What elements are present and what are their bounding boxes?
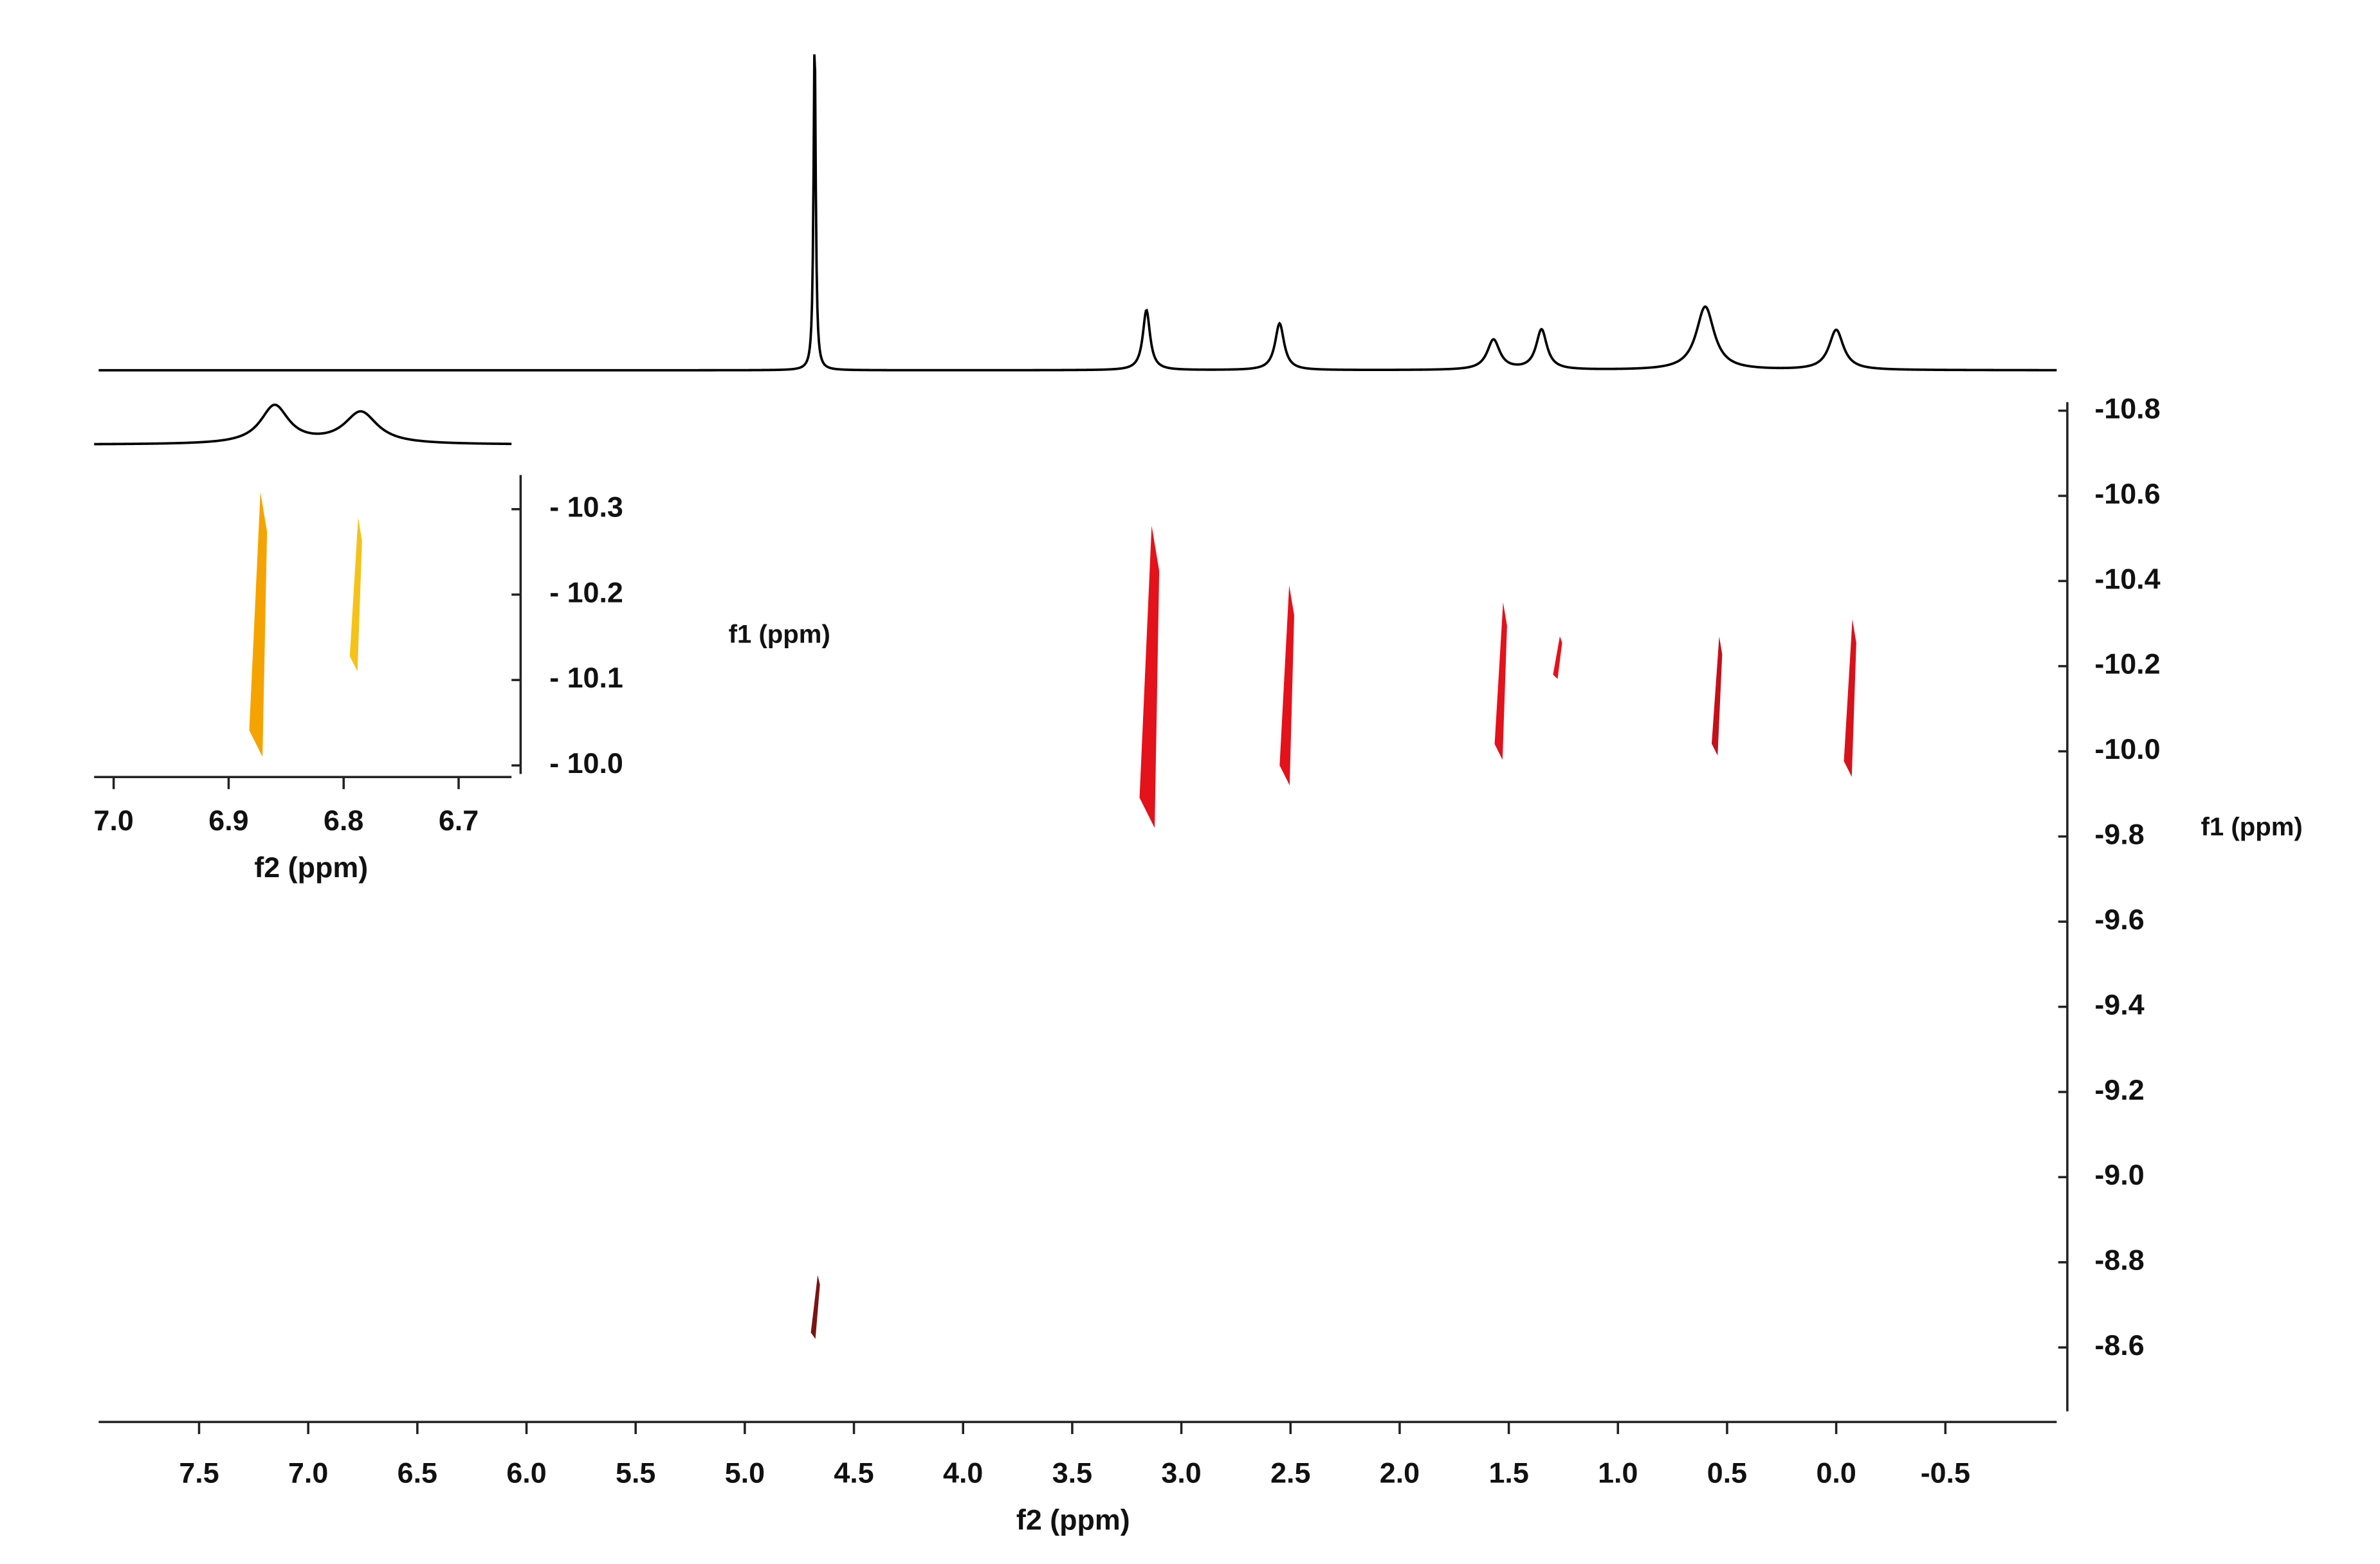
x-tick-label: -0.5 — [1921, 1457, 1970, 1489]
projection-trace — [98, 54, 2057, 372]
y-tick-label: - 10.0 — [549, 747, 623, 779]
inset-background — [60, 397, 535, 914]
y-tick-label: -9.0 — [2094, 1158, 2144, 1191]
cross-peak — [1553, 636, 1562, 679]
y-axis-title: f1 (ppm) — [2201, 813, 2303, 841]
x-tick-label: 4.5 — [834, 1457, 874, 1489]
x-tick-label: 2.0 — [1380, 1457, 1420, 1489]
x-tick-label: 4.0 — [943, 1457, 983, 1489]
x-tick-label: 7.5 — [179, 1457, 219, 1489]
x-tick-label: 6.0 — [506, 1457, 546, 1489]
y-tick-label: -8.8 — [2094, 1244, 2144, 1277]
y-tick-label: -9.4 — [2094, 988, 2144, 1021]
cross-peak — [1139, 525, 1160, 828]
y-tick-label: -10.0 — [2094, 732, 2160, 765]
y-tick-label: -10.8 — [2094, 392, 2160, 424]
cross-peak — [1844, 619, 1856, 777]
y-tick-label: -9.6 — [2094, 903, 2144, 936]
x-tick-label: 6.5 — [398, 1457, 437, 1489]
x-axis-title: f2 (ppm) — [254, 851, 368, 884]
x-tick-label: 3.0 — [1161, 1457, 1201, 1489]
y-axis-title: f1 (ppm) — [729, 620, 830, 648]
y-tick-label: - 10.1 — [549, 661, 623, 694]
x-tick-label: 6.7 — [439, 804, 479, 837]
x-tick-label: 7.0 — [288, 1457, 328, 1489]
cross-peak — [249, 492, 268, 757]
x-tick-label: 0.0 — [1816, 1457, 1856, 1489]
projection-trace — [94, 403, 512, 446]
cross-peak — [1711, 636, 1723, 756]
x-tick-label: 5.5 — [616, 1457, 655, 1489]
cross-peak — [1494, 602, 1507, 760]
cross-peak — [810, 1275, 820, 1340]
y-tick-label: - 10.3 — [549, 491, 623, 523]
x-tick-label: 5.0 — [725, 1457, 765, 1489]
y-tick-label: -8.6 — [2094, 1329, 2144, 1361]
x-tick-label: 7.0 — [94, 804, 134, 837]
y-tick-label: - 10.2 — [549, 576, 623, 608]
cross-peak — [1279, 585, 1294, 786]
x-tick-label: 2.5 — [1270, 1457, 1310, 1489]
x-axis-title: f2 (ppm) — [1016, 1504, 1130, 1536]
y-tick-label: -10.6 — [2094, 477, 2160, 510]
y-tick-label: -10.4 — [2094, 562, 2160, 595]
y-tick-label: -10.2 — [2094, 648, 2160, 680]
y-tick-label: -9.2 — [2094, 1073, 2144, 1106]
x-tick-label: 1.0 — [1598, 1457, 1638, 1489]
cross-peak — [349, 518, 362, 672]
y-tick-label: -9.8 — [2094, 818, 2144, 851]
x-tick-label: 6.8 — [324, 804, 363, 837]
x-tick-label: 0.5 — [1707, 1457, 1747, 1489]
x-tick-label: 1.5 — [1488, 1457, 1528, 1489]
x-tick-label: 6.9 — [208, 804, 248, 837]
x-tick-label: 3.5 — [1052, 1457, 1092, 1489]
